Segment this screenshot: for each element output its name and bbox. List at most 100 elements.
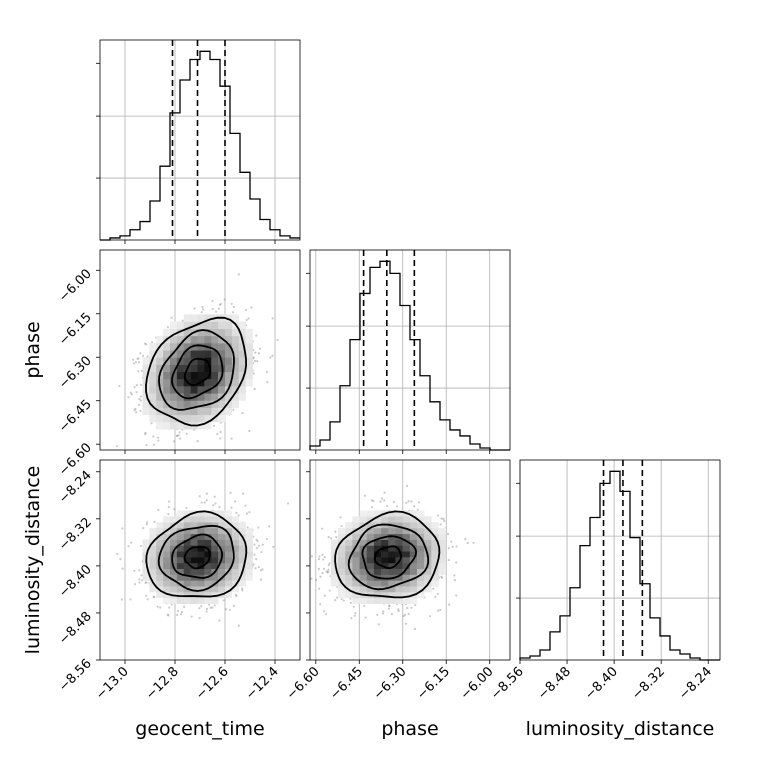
- density-cell: [402, 574, 411, 581]
- density-cell: [176, 533, 185, 540]
- histogram-step-phase: [309, 260, 510, 451]
- scatter-point: [350, 617, 353, 620]
- density-cell: [197, 414, 205, 423]
- density-cell: [149, 386, 157, 394]
- density-cell: [211, 371, 219, 380]
- panel-frame: [309, 459, 511, 661]
- density-cell: [197, 321, 205, 329]
- density-cell: [156, 335, 164, 344]
- density-cell: [176, 414, 185, 423]
- scatter-point: [397, 609, 400, 613]
- density-cell: [231, 357, 240, 365]
- density-cell: [424, 586, 432, 593]
- density-cell: [409, 597, 418, 604]
- density-cell: [238, 574, 246, 581]
- density-cell: [142, 393, 150, 401]
- density-cell: [231, 371, 240, 380]
- density-cell: [163, 522, 171, 529]
- density-cell: [156, 580, 164, 587]
- x-axis-luminosity_distance: −8.56 −8.48 −8.40 −8.32 −8.24 luminosity_dist…: [488, 660, 715, 740]
- density-cell: [190, 539, 198, 546]
- density-cell: [183, 527, 191, 535]
- density-cell: [225, 551, 233, 558]
- x-tick-label: −6.00: [458, 664, 497, 703]
- scatter-point: [167, 512, 170, 516]
- density-cell: [218, 350, 226, 358]
- density-cell: [176, 421, 185, 430]
- density-cell: [388, 586, 396, 593]
- scatter-point: [286, 502, 290, 505]
- density-cell: [438, 527, 446, 535]
- density-cell: [238, 350, 246, 358]
- density-cell: [183, 335, 191, 344]
- density-cell: [163, 557, 171, 564]
- density-cell: [231, 527, 240, 535]
- scatter-point: [405, 484, 409, 488]
- density-cell: [416, 522, 425, 529]
- contour-level-2: [157, 524, 235, 592]
- density-cell: [388, 557, 396, 564]
- density-cell: [373, 545, 382, 552]
- density-cell: [359, 586, 368, 593]
- scatter-point: [235, 511, 238, 514]
- density-cell: [183, 421, 191, 430]
- scatter-point: [152, 443, 155, 446]
- density-cell: [163, 414, 171, 423]
- density-cell: [211, 364, 219, 373]
- scatter-point: [143, 342, 147, 345]
- density-cell: [388, 551, 396, 558]
- density-cell: [183, 328, 191, 337]
- density-cell: [183, 510, 191, 517]
- scatter-point: [247, 317, 250, 320]
- density-cell: [218, 539, 226, 546]
- density-cell: [395, 597, 403, 604]
- scatter-point: [272, 545, 275, 548]
- scatter-point: [388, 604, 391, 607]
- contour-level-2: [158, 329, 235, 411]
- density-cell: [238, 371, 246, 380]
- scatter-point: [248, 510, 251, 514]
- scatter-point: [200, 501, 203, 504]
- density-cell: [373, 510, 382, 517]
- density-cell: [218, 321, 226, 329]
- scatter-point: [319, 575, 322, 578]
- density-cell: [388, 592, 396, 599]
- scatter-point: [455, 561, 458, 564]
- density-cell: [176, 343, 185, 351]
- density-cell: [402, 522, 411, 529]
- density-cell: [231, 545, 240, 552]
- density-cell: [238, 539, 246, 546]
- scatter-point: [269, 356, 272, 359]
- scatter-point: [232, 408, 235, 411]
- density-cell: [424, 545, 432, 552]
- scatter-point: [321, 527, 324, 530]
- scatter-point: [354, 612, 357, 615]
- density-cell: [225, 510, 233, 517]
- scatter-point: [417, 501, 421, 504]
- scatter-point: [451, 545, 454, 548]
- scatter-point: [326, 571, 329, 574]
- density-cell: [197, 364, 205, 373]
- density-cell: [176, 539, 185, 546]
- density-cell: [231, 516, 240, 523]
- scatter-point: [404, 622, 408, 625]
- density-cell: [183, 350, 191, 358]
- density-cell: [231, 386, 240, 394]
- density-cell: [197, 533, 205, 540]
- density-cell: [438, 551, 446, 558]
- scatter-point: [205, 607, 209, 610]
- density-cell: [366, 568, 375, 575]
- density-cell: [424, 522, 432, 529]
- scatter-point: [466, 541, 469, 545]
- density-cell: [402, 551, 411, 558]
- density-cell: [204, 314, 212, 322]
- density-cell: [183, 533, 191, 540]
- density-cell: [225, 314, 233, 322]
- density-cell: [245, 527, 253, 535]
- density-cell: [204, 580, 212, 587]
- scatter-point: [179, 613, 183, 616]
- density-cell: [225, 586, 233, 593]
- density-cell: [176, 371, 185, 380]
